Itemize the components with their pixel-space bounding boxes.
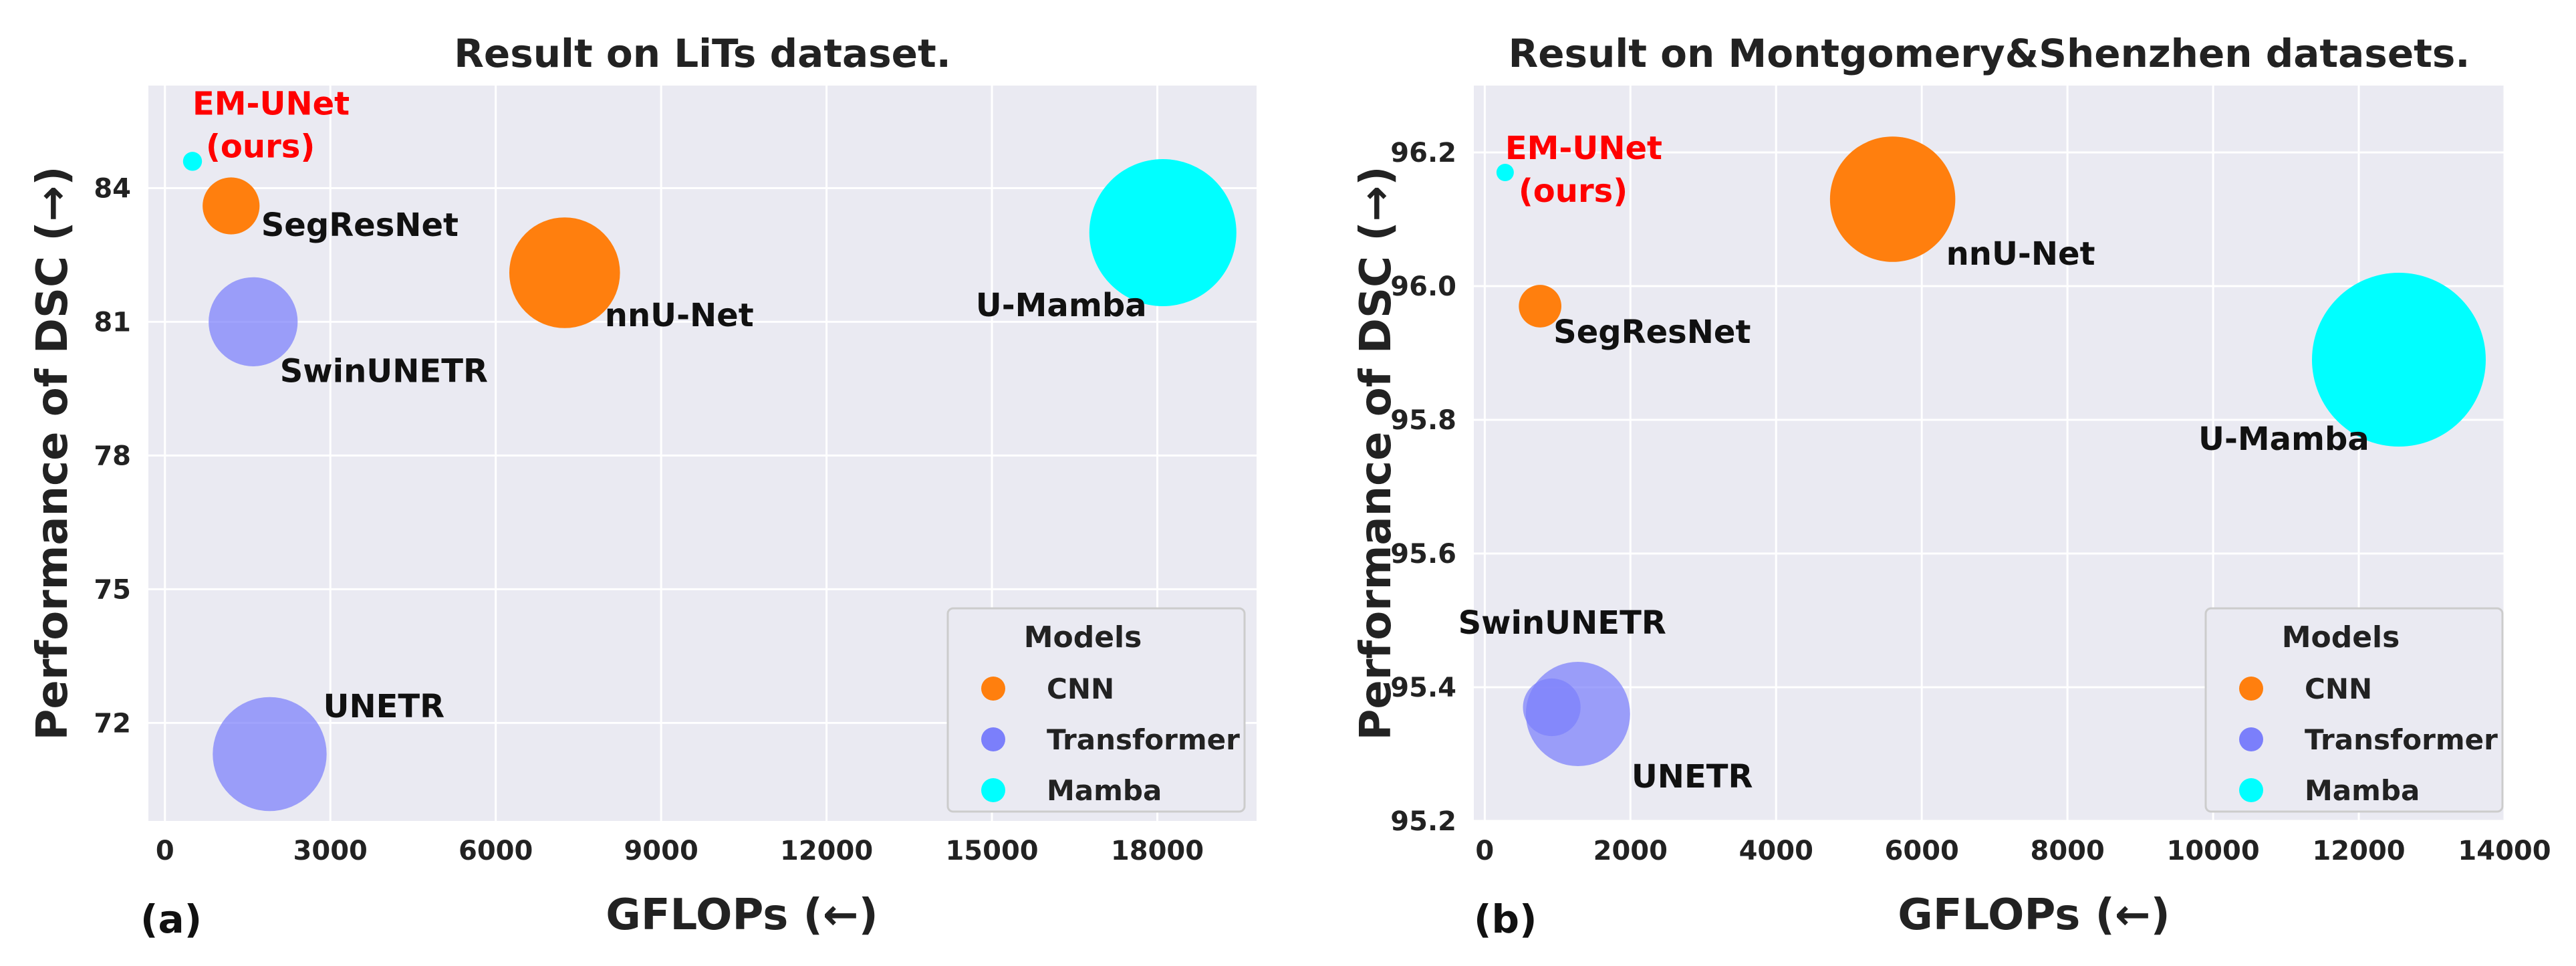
chart-panel-1: 0 2000 4000 6000 8000 10000 12000 14000 95.2 95.4… xyxy=(1351,31,2551,942)
panel-tag: (b) xyxy=(1474,896,1537,942)
x-tick-label: 10000 xyxy=(2167,836,2260,866)
legend-entry-cnn: CNN xyxy=(1047,673,1114,705)
chart-panel-0: 0 3000 6000 9000 12000 15000 18000 72 75 78 81 84 EM… xyxy=(28,31,1257,942)
panel-title: Result on Montgomery&Shenzhen datasets. xyxy=(1509,31,2470,76)
y-tick-label: 84 xyxy=(94,173,131,204)
x-tick-label: 9000 xyxy=(624,836,698,866)
data-point-swinunetr xyxy=(1523,678,1581,737)
point-label: U-Mamba xyxy=(2198,420,2369,458)
panel-tag: (a) xyxy=(140,896,202,942)
x-tick-label: 0 xyxy=(156,836,174,866)
y-tick-label: 95.8 xyxy=(1390,405,1456,436)
x-tick-label: 15000 xyxy=(945,836,1038,866)
legend-title: Models xyxy=(1024,620,1142,654)
data-point-u-mamba xyxy=(2311,273,2486,447)
data-point-nnu-net xyxy=(1829,136,1956,262)
legend-marker-cnn xyxy=(981,677,1005,701)
point-label: SwinUNETR xyxy=(280,352,488,390)
legend-entry-mamba: Mamba xyxy=(1047,774,1162,807)
point-label: UNETR xyxy=(1632,758,1753,796)
legend-entry-transformer: Transformer xyxy=(2305,723,2498,756)
legend-title: Models xyxy=(2282,620,2400,654)
legend-marker-transformer xyxy=(981,727,1005,751)
x-tick-label: 0 xyxy=(1475,836,1494,866)
point-label: SegResNet xyxy=(261,207,459,244)
data-point-segresnet xyxy=(1519,285,1562,328)
x-tick-label: 4000 xyxy=(1739,836,1813,866)
x-tick-label: 14000 xyxy=(2458,836,2551,866)
y-tick-label: 95.2 xyxy=(1390,806,1456,837)
legend-marker-mamba xyxy=(981,778,1005,802)
data-point-swinunetr xyxy=(209,277,298,366)
point-label: EM-UNet (ours) xyxy=(1505,130,1662,210)
x-axis-label: GFLOPs (←) xyxy=(606,890,878,940)
data-point-em-unet-ours xyxy=(182,152,203,171)
y-tick-label: 78 xyxy=(94,441,131,471)
legend-box xyxy=(946,607,1246,813)
legend-marker-mamba xyxy=(2239,778,2263,802)
y-tick-label: 96.2 xyxy=(1390,138,1456,168)
point-label: U-Mamba xyxy=(976,287,1147,324)
point-label: UNETR xyxy=(323,688,444,725)
x-tick-label: 18000 xyxy=(1111,836,1204,866)
legend-box xyxy=(2204,607,2504,813)
legend-entry-cnn: CNN xyxy=(2305,673,2372,705)
y-tick-label: 95.6 xyxy=(1390,539,1456,570)
y-axis-label: Performance of DSC (→) xyxy=(1351,166,1401,741)
x-tick-label: 12000 xyxy=(780,836,873,866)
x-axis-label: GFLOPs (←) xyxy=(1898,890,2170,940)
legend-entry-mamba: Mamba xyxy=(2305,774,2420,807)
y-tick-label: 96.0 xyxy=(1390,271,1456,302)
x-tick-label: 3000 xyxy=(293,836,368,866)
y-tick-label: 72 xyxy=(94,708,131,739)
legend: Models CNN Transformer Mamba xyxy=(2204,607,2504,813)
point-label: SwinUNETR xyxy=(1458,604,1666,642)
x-tick-label: 8000 xyxy=(2030,836,2104,866)
y-tick-label: 75 xyxy=(94,574,131,605)
y-axis-label: Performance of DSC (→) xyxy=(28,166,78,741)
legend-marker-transformer xyxy=(2239,727,2263,751)
data-point-nnu-net xyxy=(509,217,620,328)
data-point-segresnet xyxy=(203,177,260,235)
data-point-u-mamba xyxy=(1089,159,1237,306)
panel-title: Result on LiTs dataset. xyxy=(454,31,951,76)
point-label: EM-UNet (ours) xyxy=(192,85,350,165)
data-point-em-unet-ours xyxy=(1496,164,1514,181)
x-tick-label: 2000 xyxy=(1593,836,1668,866)
point-label: nnU-Net xyxy=(1946,235,2095,273)
y-tick-label: 81 xyxy=(94,307,131,338)
point-label: nnU-Net xyxy=(605,297,754,334)
x-tick-label: 6000 xyxy=(459,836,533,866)
x-tick-label: 12000 xyxy=(2312,836,2405,866)
data-point-unetr xyxy=(213,697,327,812)
x-tick-label: 6000 xyxy=(1885,836,1959,866)
legend-entry-transformer: Transformer xyxy=(1047,723,1240,756)
legend-marker-cnn xyxy=(2239,677,2263,701)
y-tick-label: 95.4 xyxy=(1390,673,1456,703)
point-label: SegResNet xyxy=(1553,314,1751,351)
legend: Models CNN Transformer Mamba xyxy=(946,607,1246,813)
